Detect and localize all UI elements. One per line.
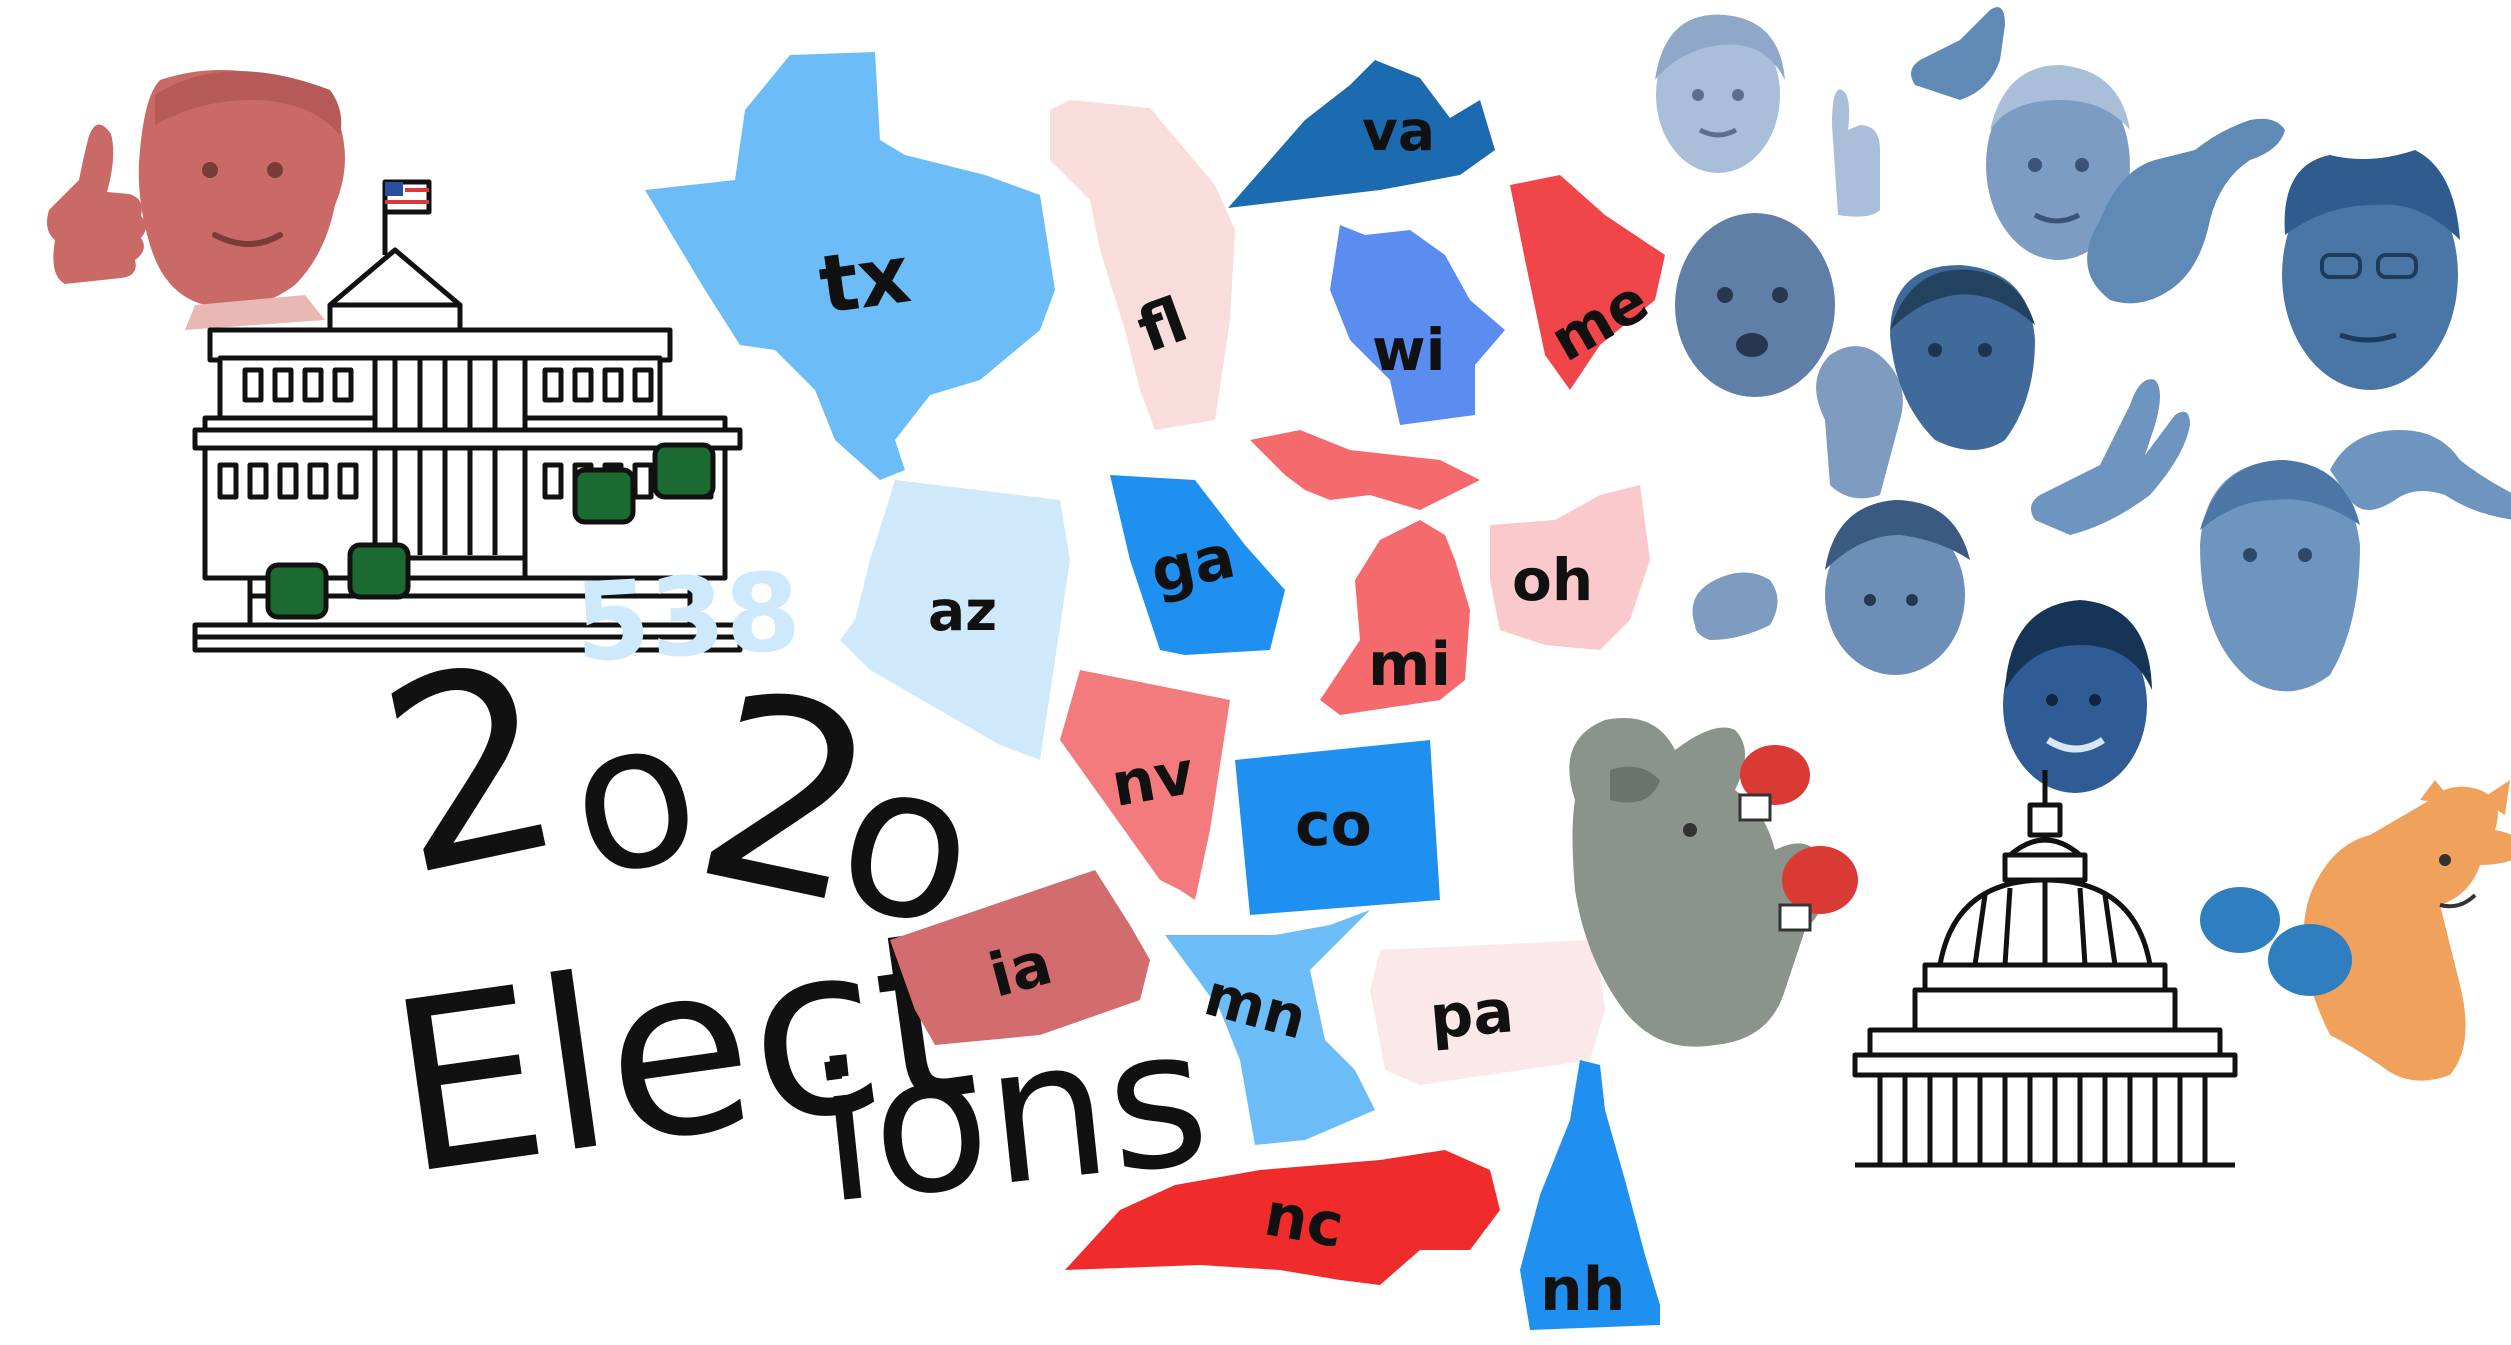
person-face-icon <box>1890 265 2035 450</box>
state-ga: ga <box>1110 475 1285 655</box>
state-label-mi: mi <box>1368 630 1451 700</box>
state-nh: nh <box>1520 1060 1660 1330</box>
state-oh: oh <box>1490 485 1650 650</box>
person-face-icon <box>2200 460 2360 692</box>
hand-icon <box>1816 346 1903 499</box>
person-face-icon <box>2003 600 2152 793</box>
person-face-icon <box>1825 500 1970 675</box>
states-map: tx fl va wi me az ga <box>645 52 1665 1330</box>
elephant-boxing-icon <box>1569 718 1858 1047</box>
candidate-faces <box>1655 7 2511 793</box>
white-house-icon <box>192 179 743 653</box>
state-az: az <box>840 480 1070 760</box>
state-label-oh: oh <box>1512 546 1593 614</box>
state-va: va <box>1228 60 1495 208</box>
state-nv: nv <box>1060 670 1230 900</box>
hand-icon <box>1692 572 1778 640</box>
state-label-nh: nh <box>1540 1255 1625 1325</box>
state-label-wi: wi <box>1372 316 1445 384</box>
state-tx: tx <box>645 52 1055 480</box>
state-nc: nc <box>1065 1150 1500 1285</box>
state-label-tx: tx <box>814 227 916 332</box>
hand-icon <box>2087 118 2285 304</box>
person-face-icon <box>1675 213 1835 397</box>
donkey-boxing-icon <box>2200 780 2511 1081</box>
state-label-ga: ga <box>1145 522 1241 608</box>
person-face-icon <box>1655 14 1785 173</box>
capitol-dome-icon <box>1852 770 2238 1168</box>
state-fl: fl <box>1050 100 1235 430</box>
flag-icon <box>382 179 432 255</box>
logo-538: 538 <box>572 550 804 687</box>
thumbs-up-icon <box>47 124 146 284</box>
state-label-co: co <box>1295 790 1372 860</box>
state-label-nv: nv <box>1106 738 1199 821</box>
person-face-icon <box>2282 150 2460 390</box>
state-label-va: va <box>1362 99 1435 163</box>
hand-icon <box>2330 430 2511 520</box>
state-mi: mi <box>1250 430 1480 715</box>
boxing-glove-icon <box>1740 745 1858 914</box>
person-face-icon <box>138 70 345 330</box>
hand-icon <box>1911 7 2005 100</box>
state-ia: ia <box>890 870 1150 1045</box>
state-wi: wi <box>1330 225 1505 425</box>
state-co: co <box>1235 740 1440 915</box>
state-label-pa: pa <box>1427 976 1516 1053</box>
state-label-nc: nc <box>1259 1179 1348 1262</box>
state-label-az: az <box>928 579 997 643</box>
person-face-icon <box>1986 65 2130 260</box>
page-title: 2 o 2 o Elect . ions <box>359 605 1217 1246</box>
state-me: me <box>1510 175 1665 390</box>
hand-icon <box>2031 379 2190 535</box>
state-pa: pa <box>1370 940 1605 1085</box>
trump-figure <box>47 70 345 330</box>
hand-icon <box>1832 89 1880 217</box>
title-year-char: 2 <box>359 605 584 935</box>
boxing-glove-icon <box>2200 887 2352 996</box>
